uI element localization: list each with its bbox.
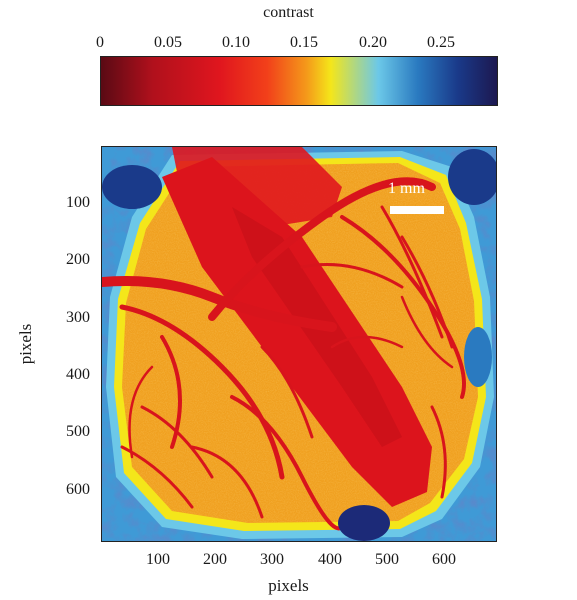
colorbar-tick-label: 0 xyxy=(96,34,104,51)
colorbar-tick-label: 0.25 xyxy=(427,34,455,51)
colorbar-tick-label: 0.15 xyxy=(290,34,318,51)
x-tick-label: 500 xyxy=(375,551,399,568)
colorbar-tick-label: 0.05 xyxy=(154,34,182,51)
y-tick-label: 100 xyxy=(66,194,90,211)
y-tick-label: 400 xyxy=(66,366,90,383)
y-tick-label: 600 xyxy=(66,481,90,498)
colorbar-tick-label: 0.10 xyxy=(222,34,250,51)
scale-bar-label: 1 mm xyxy=(388,180,425,197)
colorbar xyxy=(100,56,498,106)
y-tick-label: 200 xyxy=(66,251,90,268)
x-tick-label: 200 xyxy=(203,551,227,568)
colorbar-title: contrast xyxy=(263,4,314,21)
colorbar-tick-label: 0.20 xyxy=(359,34,387,51)
scale-bar xyxy=(390,206,444,214)
colorbar-gradient xyxy=(101,57,497,105)
vessel-network xyxy=(102,177,466,531)
x-tick-label: 400 xyxy=(318,551,342,568)
contrast-image xyxy=(101,146,497,542)
x-tick-label: 100 xyxy=(146,551,170,568)
x-tick-label: 600 xyxy=(432,551,456,568)
x-axis-label: pixels xyxy=(268,576,309,595)
y-tick-label: 300 xyxy=(66,309,90,326)
speckle-contrast-map xyxy=(102,147,496,541)
y-axis-label: pixels xyxy=(16,323,35,365)
x-tick-label: 300 xyxy=(260,551,284,568)
y-tick-label: 500 xyxy=(66,423,90,440)
